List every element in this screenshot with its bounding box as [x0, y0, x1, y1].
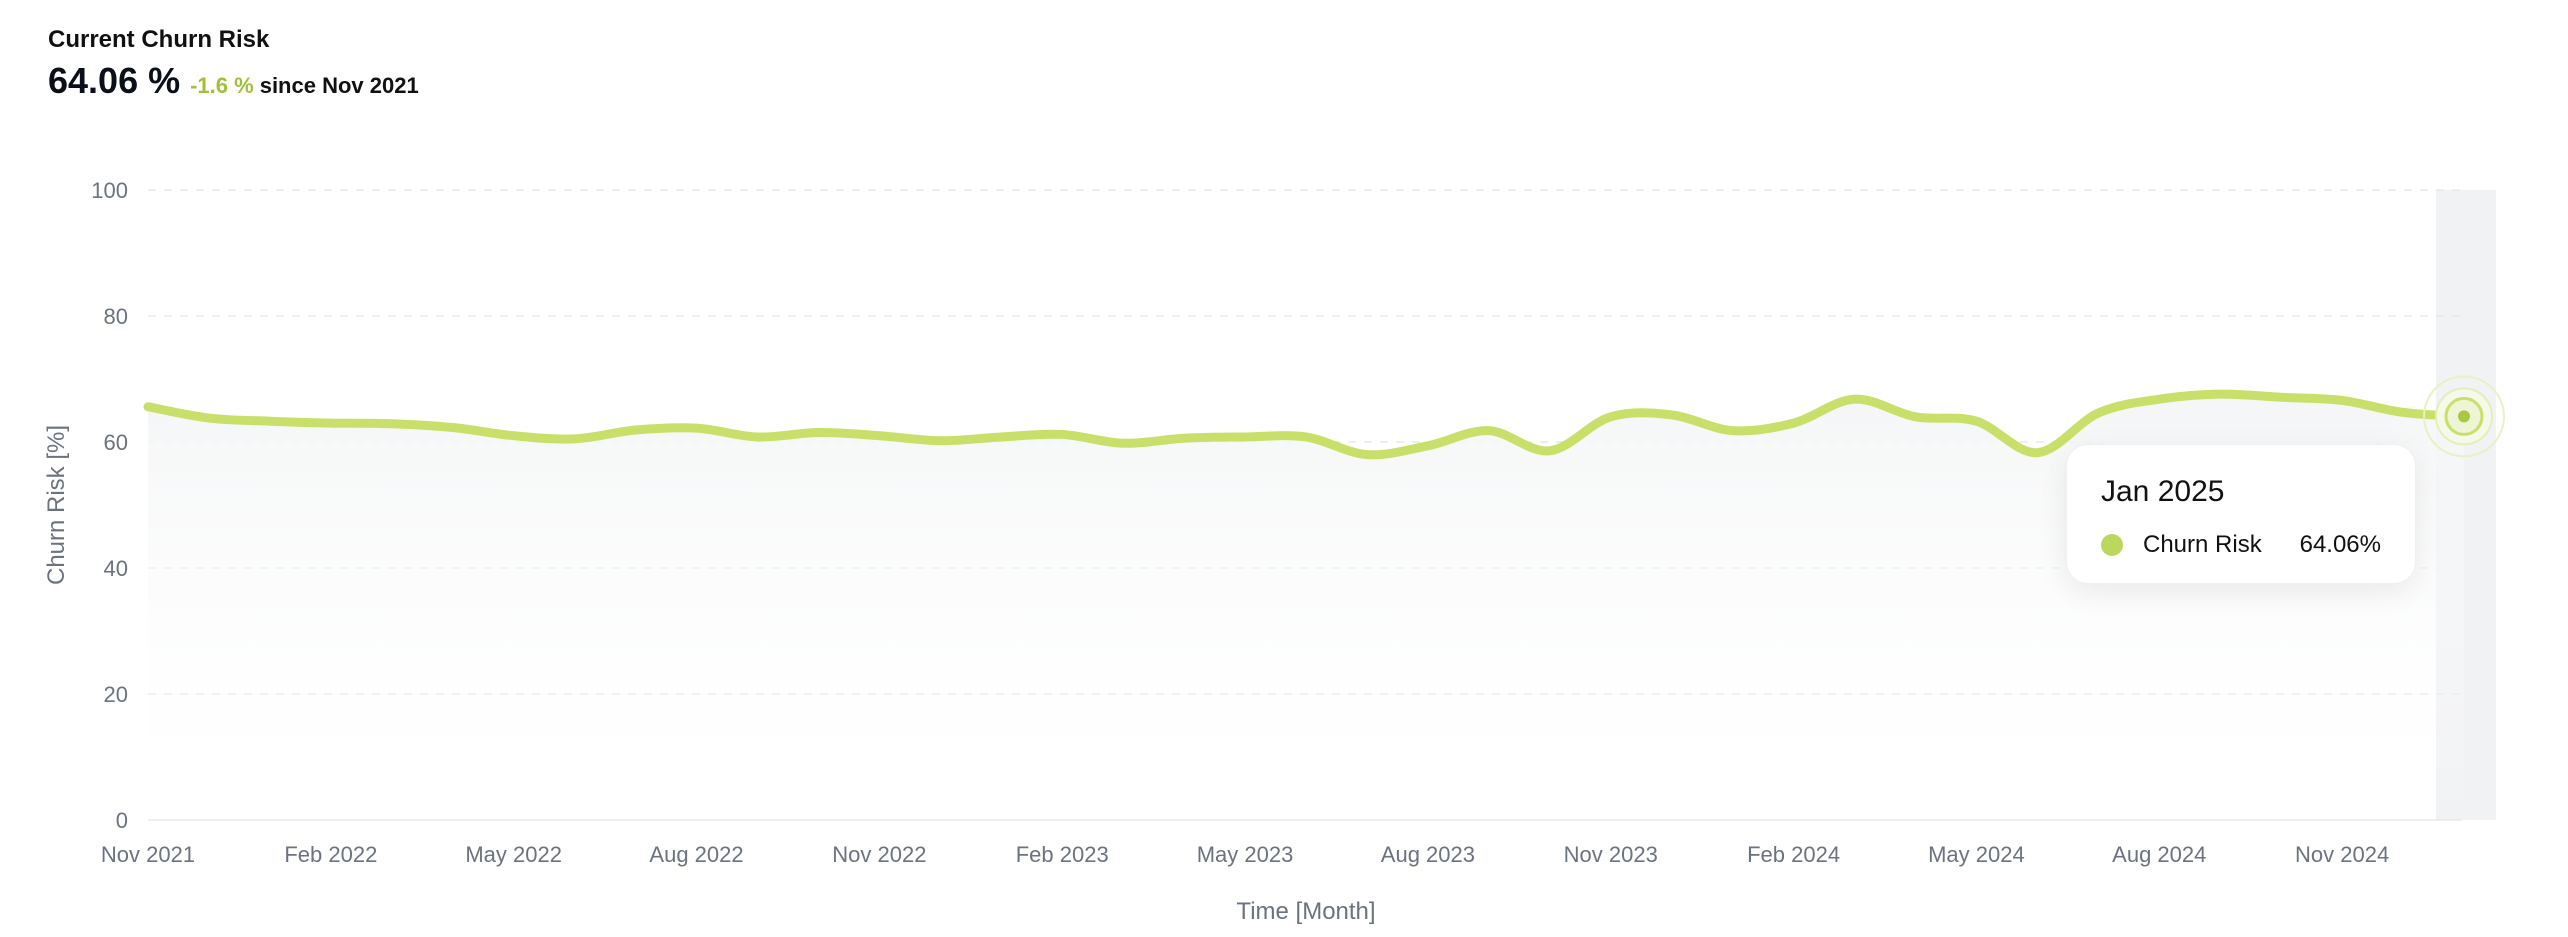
x-axis-title: Time [Month]: [1236, 898, 1375, 925]
x-axis-ticks: Nov 2021 Feb 2022 May 2022 Aug 2022 Nov 2022…: [101, 842, 2389, 867]
y-tick-label: 60: [104, 430, 128, 455]
x-tick-label: Aug 2024: [2112, 842, 2206, 867]
x-tick-label: May 2023: [1197, 842, 1294, 867]
x-tick-label: Nov 2021: [101, 842, 195, 867]
x-tick-label: Aug 2023: [1381, 842, 1475, 867]
x-tick-label: Aug 2022: [649, 842, 743, 867]
series-dot-icon: [2101, 534, 2123, 556]
y-tick-label: 20: [104, 682, 128, 707]
x-tick-label: Nov 2022: [832, 842, 926, 867]
y-tick-label: 100: [91, 178, 128, 203]
kpi-since: since Nov 2021: [259, 73, 419, 98]
kpi-value: 64.06 %: [48, 60, 181, 101]
y-tick-label: 0: [116, 808, 128, 833]
x-tick-label: Feb 2024: [1747, 842, 1840, 867]
kpi-row: 64.06 % -1.6 % since Nov 2021: [48, 60, 419, 102]
kpi-delta: -1.6 %: [190, 73, 254, 98]
x-tick-label: May 2024: [1928, 842, 2025, 867]
x-tick-label: Nov 2023: [1564, 842, 1658, 867]
x-tick-label: Feb 2023: [1016, 842, 1109, 867]
kpi-title: Current Churn Risk: [48, 26, 270, 53]
highlight-marker[interactable]: [2423, 375, 2505, 458]
x-tick-label: Nov 2024: [2295, 842, 2389, 867]
marker-outer-ring: [2423, 375, 2505, 458]
tooltip: Jan 2025 Churn Risk 64.06%: [2066, 444, 2416, 584]
x-tick-label: May 2022: [465, 842, 562, 867]
tooltip-row: Churn Risk 64.06%: [2101, 531, 2381, 559]
y-axis-ticks: 0 20 40 60 80 100: [91, 178, 128, 833]
y-tick-label: 80: [104, 304, 128, 329]
series-line-churn-risk[interactable]: [143, 389, 2469, 460]
series-area: [148, 394, 2464, 820]
tooltip-series-name: Churn Risk: [2143, 531, 2262, 558]
x-tick-label: Feb 2022: [284, 842, 377, 867]
y-axis-title: Churn Risk [%]: [43, 425, 70, 585]
tooltip-value: 64.06%: [2299, 531, 2381, 558]
tooltip-date: Jan 2025: [2101, 475, 2225, 508]
y-tick-label: 40: [104, 556, 128, 581]
marker-dot: [2458, 410, 2470, 423]
